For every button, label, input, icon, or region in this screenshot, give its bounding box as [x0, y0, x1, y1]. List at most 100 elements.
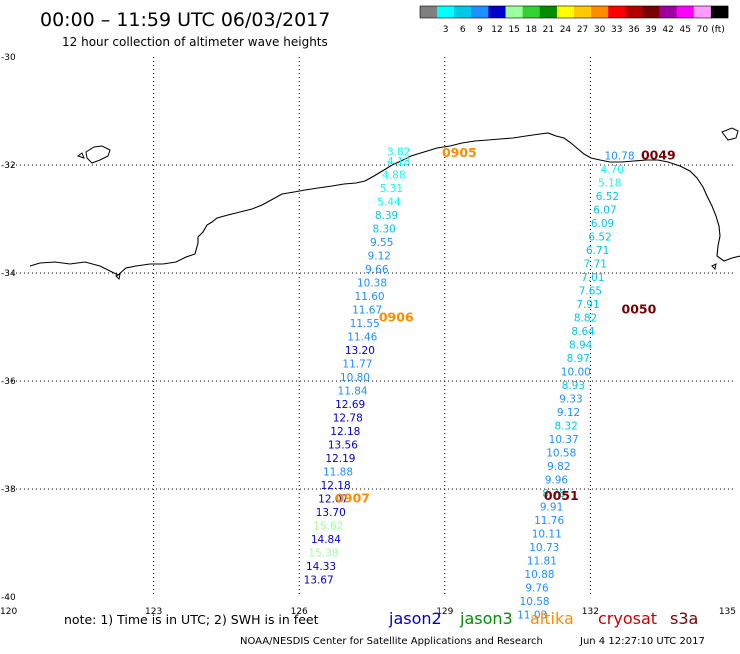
swh-value: 9.96: [545, 475, 569, 487]
swh-value: 10.58: [520, 596, 550, 608]
swh-value: 5.31: [380, 183, 403, 195]
swh-value: 7.65: [579, 286, 602, 298]
colorbar-swatch: [608, 6, 626, 18]
island-coast: [85, 145, 111, 164]
colorbar-swatch: [556, 6, 575, 18]
colorbar-swatch: [471, 6, 489, 18]
swh-value: 13.20: [345, 345, 375, 357]
colorbar-swatch: [676, 6, 695, 18]
colorbar-swatch: [522, 6, 541, 18]
swh-value: 8.97: [567, 353, 590, 365]
coastline: [29, 127, 740, 281]
colorbar-label: 42: [662, 25, 673, 35]
swh-value: 6.52: [588, 232, 611, 244]
x-tick-label: 129: [436, 607, 453, 617]
y-tick-label: -32: [1, 161, 16, 171]
colorbar-unit: (ft): [711, 25, 725, 35]
footer-note: note: 1) Time is in UTC; 2) SWH is in fe…: [64, 612, 319, 627]
y-tick-label: -30: [1, 53, 16, 63]
swh-value: 12.18: [321, 480, 351, 492]
swh-value: 11.88: [323, 467, 353, 479]
swh-value: 6.52: [596, 191, 619, 203]
chart-subtitle: 12 hour collection of altimeter wave hei…: [62, 35, 328, 49]
swh-value: 6.71: [586, 245, 609, 257]
colorbar-swatch: [454, 6, 472, 18]
swh-value: 8.93: [562, 380, 585, 392]
colorbar: 3 6 9 12 15 18 21 24 27 30 33 36 39 42 45 70 (ft): [419, 5, 729, 35]
swh-value: 11.77: [342, 359, 372, 371]
colorbar-swatch: [642, 6, 660, 18]
swh-value: 10.80: [340, 372, 370, 384]
satellite-name: s3a: [670, 609, 698, 628]
swh-value: 4.88: [382, 170, 405, 182]
swh-value: 14.33: [306, 561, 336, 573]
pass-labels: 0905 0906 0907 0049 0050 0051: [335, 145, 676, 506]
swh-value: 12.07: [318, 494, 348, 506]
colorbar-swatch: [505, 6, 523, 18]
credit-text: NOAA/NESDIS Center for Satellite Applica…: [240, 636, 543, 647]
swh-value: 10.00: [561, 367, 591, 379]
x-tick-label: 123: [145, 607, 162, 617]
colorbar-swatch: [659, 6, 677, 18]
swh-value: 4.18: [387, 156, 410, 168]
swh-value: 8.82: [574, 313, 597, 325]
swh-value: 14.84: [311, 534, 341, 546]
satellite-name: jason2: [388, 609, 442, 628]
colorbar-label: 9: [477, 25, 483, 35]
swh-value: 8.32: [554, 421, 577, 433]
colorbar-label: 18: [525, 25, 537, 35]
pass-label: 0050: [622, 302, 657, 317]
colorbar-label: 33: [611, 25, 622, 35]
timestamp-text: Jun 4 12:27:10 UTC 2017: [579, 636, 705, 647]
swh-value: 8.64: [571, 326, 595, 338]
colorbar-label: 70: [697, 25, 709, 35]
colorbar-frame: [419, 5, 729, 19]
swh-value: 10.58: [546, 448, 576, 460]
swh-value: 7.01: [581, 272, 604, 284]
pass-label: 0049: [641, 148, 676, 163]
colorbar-swatch: [591, 6, 609, 18]
swh-values: 3.824.184.885.315.448.398.309.559.129.66…: [304, 146, 635, 621]
satellite-legend: jason2 jason3 altika cryosat s3a: [388, 609, 698, 628]
coastline-path: [29, 132, 740, 276]
swh-value: 10.73: [529, 542, 559, 554]
swh-value: 9.55: [370, 237, 393, 249]
colorbar-label: 3: [443, 25, 449, 35]
swh-value: 11.03: [517, 610, 547, 622]
swh-value: 9.76: [525, 583, 549, 595]
y-tick-label: -36: [1, 377, 16, 387]
colorbar-label: 24: [560, 25, 572, 35]
island-coast: [721, 127, 739, 141]
swh-value: 11.81: [527, 556, 557, 568]
satellite-name: cryosat: [598, 609, 657, 628]
y-tick-label: -40: [1, 593, 16, 603]
colorbar-label: 39: [645, 25, 657, 35]
swh-value: 15.62: [313, 521, 343, 533]
colorbar-label: 15: [508, 25, 519, 35]
colorbar-label: 36: [628, 25, 640, 35]
satellite-name: jason3: [459, 609, 513, 628]
colorbar-label: 27: [577, 25, 588, 35]
swh-value: 12.19: [325, 453, 355, 465]
swh-value: 7.91: [576, 299, 599, 311]
swh-value: 3.82: [387, 146, 410, 158]
island-coast: [76, 152, 85, 159]
swh-value: 11.60: [355, 291, 385, 303]
swh-value: 10.78: [604, 151, 634, 163]
swh-value: 9.12: [557, 407, 580, 419]
x-tick-label: 132: [582, 607, 599, 617]
swh-value: 10.88: [524, 569, 554, 581]
swh-value: 6.09: [591, 218, 614, 230]
island-coast: [711, 263, 717, 271]
colorbar-label: 21: [543, 25, 554, 35]
swh-value: 15.38: [308, 548, 338, 560]
colorbar-swatch: [488, 6, 506, 18]
swh-value: 13.67: [304, 575, 334, 587]
pass-label: 0907: [335, 491, 370, 506]
swh-value: 11.55: [350, 318, 380, 330]
swh-value: 8.94: [569, 340, 593, 352]
swh-value: 5.44: [377, 197, 401, 209]
swh-value: 8.30: [372, 224, 395, 236]
